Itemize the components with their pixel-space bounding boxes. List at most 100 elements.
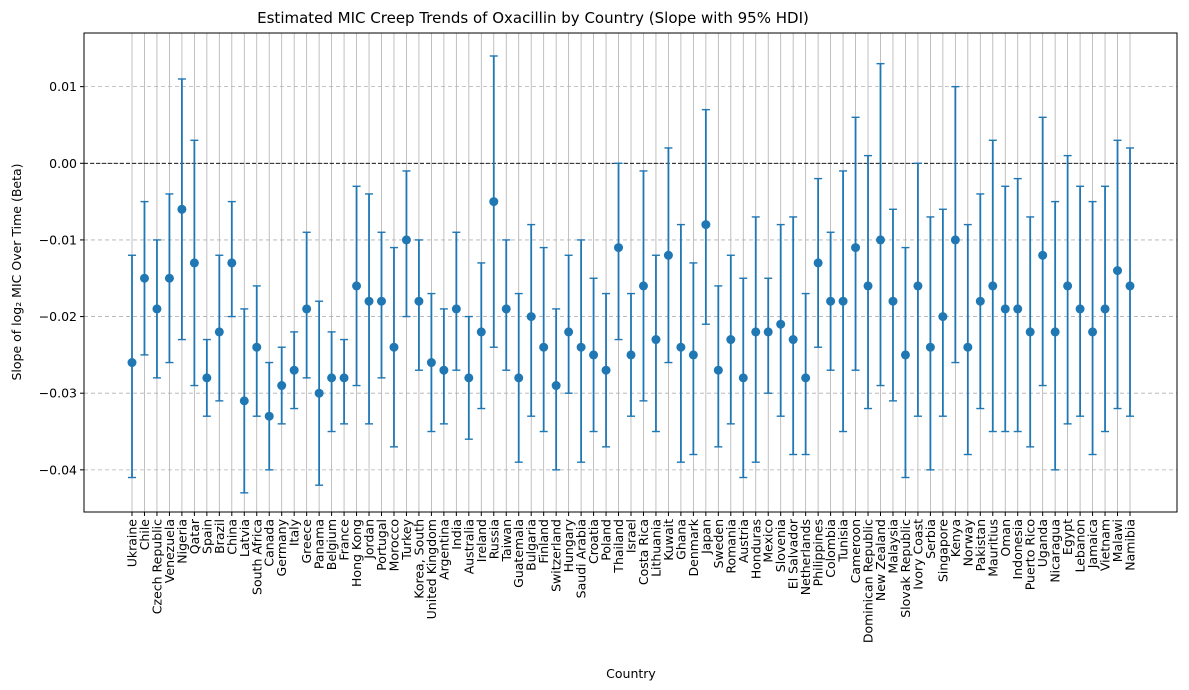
data-point <box>950 235 960 245</box>
data-point <box>1075 304 1085 314</box>
data-point <box>838 296 848 306</box>
data-point <box>214 327 224 337</box>
x-tick-label: Latvia <box>237 519 252 557</box>
data-point <box>726 335 736 345</box>
x-tick-label: India <box>449 519 464 550</box>
x-tick-label: Czech Republic <box>149 519 164 614</box>
x-tick-label: Mexico <box>761 519 776 563</box>
x-tick-label: China <box>224 519 239 555</box>
data-point <box>988 281 998 291</box>
x-tick-label: Japan <box>698 519 713 555</box>
data-point <box>401 235 411 245</box>
x-tick-label: Guatemala <box>511 519 526 588</box>
data-point <box>601 365 611 375</box>
data-point <box>638 281 648 291</box>
data-point <box>876 235 885 245</box>
data-point <box>776 319 786 329</box>
data-point <box>975 296 985 306</box>
x-tick-label: United Kingdom <box>424 519 439 619</box>
x-tick-label: Indonesia <box>1010 519 1025 579</box>
data-point <box>826 296 836 306</box>
x-tick-label: Vietnam <box>1098 519 1113 571</box>
data-point <box>1025 327 1035 337</box>
data-point <box>476 327 486 337</box>
x-tick-label: Canada <box>262 519 277 567</box>
data-point <box>352 281 362 291</box>
x-tick-label: Saudi Arabia <box>574 519 589 598</box>
y-tick-label: 0.00 <box>49 156 77 171</box>
data-point <box>788 335 798 345</box>
x-tick-label: Ukraine <box>125 519 140 568</box>
x-tick-label: Hungary <box>561 518 576 572</box>
data-point <box>164 273 174 283</box>
x-tick-label: New Zealand <box>873 519 888 601</box>
x-tick-label: Morocco <box>386 519 401 571</box>
x-tick-label: Chile <box>137 519 152 551</box>
x-tick-label: Argentina <box>436 519 451 580</box>
x-axis-label: Country <box>606 666 656 681</box>
data-point <box>1038 250 1048 260</box>
data-point <box>1050 327 1060 337</box>
x-tick-label: Costa Rica <box>636 519 651 585</box>
data-point <box>813 258 823 268</box>
x-tick-label: Tunisia <box>836 519 851 563</box>
x-tick-label: Serbia <box>923 519 938 559</box>
data-point <box>339 373 349 383</box>
x-tick-label: Russia <box>486 519 501 559</box>
x-tick-label: Poland <box>599 519 614 561</box>
data-point <box>451 304 461 314</box>
x-tick-label: Bulgaria <box>524 519 539 571</box>
data-point <box>763 327 773 337</box>
x-tick-label: Dominican Republic <box>861 519 876 643</box>
grid-layer <box>84 33 1177 512</box>
data-point <box>302 304 312 314</box>
x-tick-label: Singapore <box>935 519 950 582</box>
point-layer <box>127 197 1135 421</box>
x-tick-label: Austria <box>736 519 751 563</box>
data-point <box>526 312 536 322</box>
x-tick-label: Namibia <box>1123 519 1138 571</box>
x-tick-label: Slovenia <box>773 519 788 572</box>
x-tick-label: Malaysia <box>885 519 900 574</box>
x-tick-label: Kenya <box>948 519 963 557</box>
x-tick-label: Nigeria <box>174 519 189 564</box>
x-tick-label: Colombia <box>823 519 838 578</box>
x-tick-label: Slovak Republic <box>898 519 913 618</box>
x-tick-label: Norway <box>960 518 975 566</box>
data-point <box>576 342 586 352</box>
x-tick-label: Ireland <box>474 519 489 562</box>
data-point <box>551 381 561 391</box>
data-point <box>414 296 424 306</box>
x-tick-label: Qatar <box>187 518 202 554</box>
data-point <box>1013 304 1023 314</box>
data-point <box>913 281 923 291</box>
x-tick-label: Finland <box>536 519 551 564</box>
data-point <box>663 250 673 260</box>
x-tick-label: Germany <box>274 518 289 576</box>
data-point <box>1000 304 1010 314</box>
x-tick-label: Thailand <box>611 519 626 574</box>
data-point <box>289 365 299 375</box>
data-point <box>713 365 723 375</box>
x-tick-label: Hong Kong <box>349 519 364 587</box>
x-tick-label: Australia <box>461 519 476 574</box>
data-point <box>252 342 262 352</box>
data-point <box>900 350 910 360</box>
x-tick-label: Taiwan <box>499 519 514 563</box>
data-point <box>489 197 499 207</box>
data-point <box>539 342 549 352</box>
x-tick-label: Cameroon <box>848 519 863 583</box>
x-tick-label: Nicaragua <box>1048 519 1063 583</box>
data-point <box>801 373 811 383</box>
data-point <box>239 396 249 406</box>
x-tick-label: Kuwait <box>661 519 676 561</box>
data-point <box>1088 327 1098 337</box>
y-axis-ticks: −0.04 −0.03 −0.02 −0.01 0.00 0.01 <box>39 79 84 477</box>
plot-area-frame <box>83 32 1178 513</box>
x-tick-label: El Salvador <box>786 518 801 589</box>
chart-title: Estimated MIC Creep Trends of Oxacillin … <box>257 9 809 27</box>
x-tick-label: Spain <box>199 519 214 554</box>
data-point <box>614 243 624 253</box>
